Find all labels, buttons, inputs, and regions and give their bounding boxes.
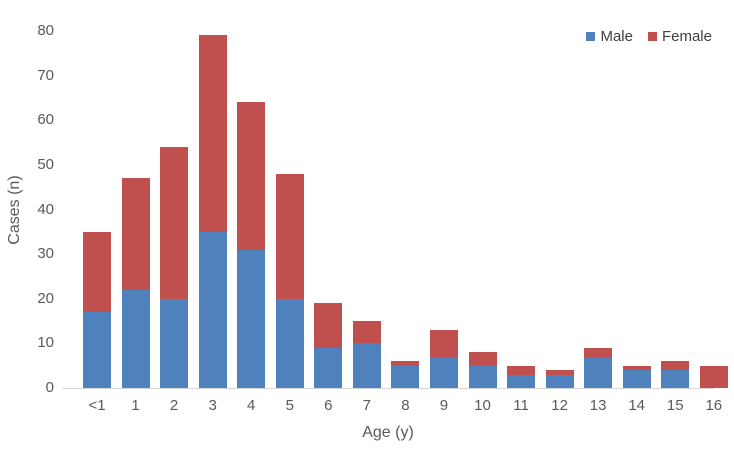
bar-segment-female-age-8 <box>391 361 420 366</box>
x-tick-label-15: 15 <box>666 397 684 414</box>
x-tick-label-5: 5 <box>285 397 294 414</box>
bar-age-11 <box>507 365 536 388</box>
legend-swatch-male <box>586 32 596 41</box>
x-tick-label-2: 2 <box>169 397 179 414</box>
x-tick-label-11: 11 <box>513 397 529 414</box>
bar-segment-male-age-3 <box>198 231 227 388</box>
plot-area <box>62 31 728 389</box>
bar-age-3 <box>198 35 227 388</box>
bar-segment-female-age-11 <box>507 365 536 375</box>
legend-swatch-female <box>647 32 657 41</box>
bar-segment-female-age-<1 <box>83 231 111 313</box>
bar-segment-male-age-10 <box>468 365 497 388</box>
bar-age-16 <box>699 365 728 388</box>
bar-segment-female-age-12 <box>545 370 574 375</box>
y-tick-label-20: 20 <box>37 289 54 307</box>
x-tick-label-8: 8 <box>401 397 410 414</box>
bar-segment-male-age-14 <box>622 370 651 388</box>
x-tick-label-7: 7 <box>362 397 372 414</box>
bar-segment-male-age-2 <box>160 298 189 388</box>
bar-age-4 <box>237 102 266 388</box>
legend: Male Female <box>586 28 712 45</box>
bar-age-15 <box>661 361 690 388</box>
bar-segment-male-age-1 <box>121 289 150 388</box>
legend-label-female: Female <box>661 28 712 45</box>
bar-segment-female-age-13 <box>584 347 613 357</box>
bar-age-9 <box>429 330 458 388</box>
bar-segment-female-age-15 <box>661 361 690 371</box>
bar-segment-male-age-6 <box>314 347 343 388</box>
x-tick-label-6: 6 <box>324 397 333 414</box>
bar-segment-male-age-<1 <box>83 312 111 388</box>
bar-segment-female-age-7 <box>352 321 381 344</box>
y-tick-label-60: 60 <box>37 111 54 129</box>
bar-segment-male-age-4 <box>237 249 266 388</box>
bar-segment-male-age-13 <box>584 356 613 388</box>
bar-age-12 <box>545 370 574 388</box>
bar-segment-female-age-3 <box>198 35 227 232</box>
bar-segment-male-age-11 <box>507 374 536 388</box>
bar-segment-male-age-9 <box>429 356 458 388</box>
bar-age-7 <box>352 321 381 388</box>
bar-age-8 <box>391 361 420 388</box>
x-tick-label-16: 16 <box>705 397 723 414</box>
bar-age-13 <box>584 347 613 388</box>
bar-age-14 <box>622 365 651 388</box>
y-tick-label-70: 70 <box>37 66 54 84</box>
x-tick-label-10: 10 <box>474 397 491 414</box>
bar-segment-female-age-6 <box>314 303 343 348</box>
bar-age-10 <box>468 352 497 388</box>
bar-segment-male-age-8 <box>391 365 420 388</box>
bar-segment-female-age-1 <box>121 178 150 290</box>
y-tick-label-0: 0 <box>45 379 54 396</box>
bar-segment-female-age-16 <box>699 365 728 388</box>
y-tick-label-40: 40 <box>37 200 54 218</box>
x-tick-label-14: 14 <box>628 397 646 414</box>
bar-age-1 <box>121 178 150 388</box>
x-tick-label-3: 3 <box>208 397 217 414</box>
bar-segment-female-age-4 <box>237 102 266 250</box>
x-tick-label-12: 12 <box>551 397 568 414</box>
bar-segment-female-age-9 <box>429 330 458 357</box>
y-tick-label-10: 10 <box>37 334 54 352</box>
bar-segment-male-age-7 <box>352 343 381 388</box>
y-tick-label-50: 50 <box>37 155 54 173</box>
x-tick-label-<1: <1 <box>88 397 106 414</box>
x-tick-label-9: 9 <box>439 397 449 414</box>
x-tick-label-4: 4 <box>247 397 256 414</box>
x-tick-label-1: 1 <box>131 397 140 414</box>
bar-age-2 <box>160 147 189 388</box>
bar-age-6 <box>314 303 343 388</box>
bar-segment-male-age-15 <box>661 370 690 388</box>
x-axis-title: Age (y) <box>362 424 414 441</box>
bar-segment-female-age-5 <box>275 173 304 299</box>
x-tick-label-13: 13 <box>589 397 607 414</box>
y-tick-label-30: 30 <box>37 245 54 263</box>
bar-segment-female-age-2 <box>160 147 189 299</box>
bar-segment-female-age-14 <box>622 365 651 371</box>
bar-segment-female-age-10 <box>468 352 497 366</box>
bar-age-5 <box>275 173 304 388</box>
legend-item-male: Male <box>586 28 633 45</box>
legend-label-male: Male <box>600 28 633 45</box>
bar-age-<1 <box>83 231 111 388</box>
bar-segment-male-age-5 <box>275 298 304 388</box>
bar-segment-male-age-12 <box>545 374 574 388</box>
legend-item-female: Female <box>647 28 712 45</box>
y-tick-label-80: 80 <box>37 22 54 39</box>
